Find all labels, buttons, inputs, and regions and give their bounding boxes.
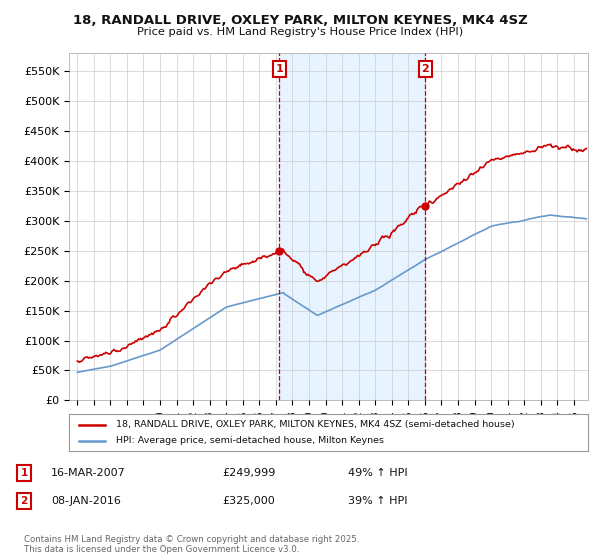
Text: 1: 1 [20,468,28,478]
Bar [280,53,425,400]
Text: 18, RANDALL DRIVE, OXLEY PARK, MILTON KEYNES, MK4 4SZ: 18, RANDALL DRIVE, OXLEY PARK, MILTON KE… [73,14,527,27]
Text: Contains HM Land Registry data © Crown copyright and database right 2025.
This d: Contains HM Land Registry data © Crown c… [24,535,359,554]
Text: 16-MAR-2007: 16-MAR-2007 [51,468,126,478]
Text: 08-JAN-2016: 08-JAN-2016 [51,496,121,506]
Text: 2: 2 [20,496,28,506]
Text: £325,000: £325,000 [222,496,275,506]
Text: Price paid vs. HM Land Registry's House Price Index (HPI): Price paid vs. HM Land Registry's House … [137,27,463,37]
Text: 49% ↑ HPI: 49% ↑ HPI [348,468,407,478]
Text: HPI: Average price, semi-detached house, Milton Keynes: HPI: Average price, semi-detached house,… [116,436,384,445]
Text: 2: 2 [422,64,430,74]
Text: 1: 1 [275,64,283,74]
Text: £249,999: £249,999 [222,468,275,478]
Text: 18, RANDALL DRIVE, OXLEY PARK, MILTON KEYNES, MK4 4SZ (semi-detached house): 18, RANDALL DRIVE, OXLEY PARK, MILTON KE… [116,420,514,429]
Text: 39% ↑ HPI: 39% ↑ HPI [348,496,407,506]
